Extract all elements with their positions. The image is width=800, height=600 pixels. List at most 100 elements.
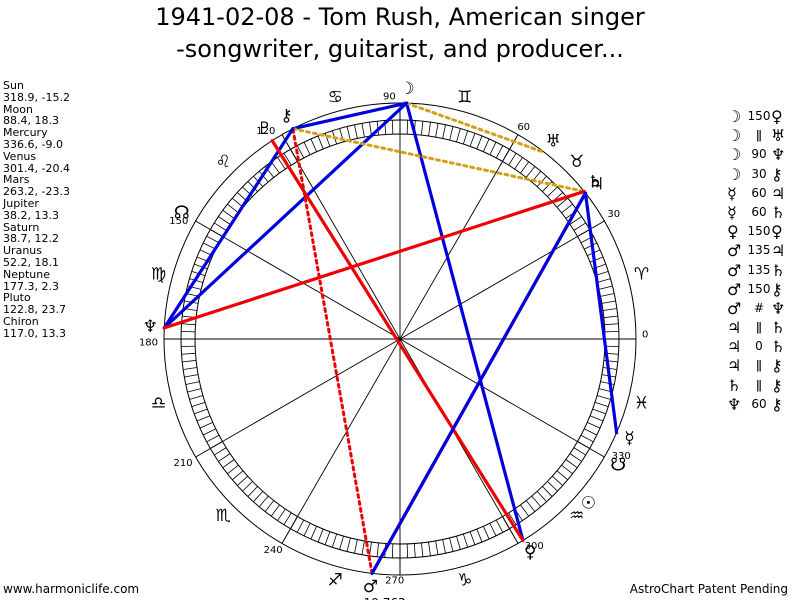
degree-tick (227, 464, 239, 475)
aspect-planet-2: ♄ (771, 202, 786, 222)
aspect-line (291, 127, 374, 575)
degree-tick (346, 126, 351, 141)
degree-tick (413, 543, 416, 558)
footer-website[interactable]: www.harmoniclife.com (3, 582, 140, 596)
planet-position-values: 336.6, -9.0 (3, 137, 63, 151)
planet-position-values: 301.4, -20.4 (3, 161, 70, 175)
degree-label: 0 (642, 329, 648, 340)
degree-tick (489, 141, 497, 155)
degree-tick (604, 323, 619, 326)
aspect-type: ǁ (756, 128, 762, 143)
degree-tick (435, 123, 439, 138)
degree-tick (296, 145, 305, 159)
aspect-row: ♃ 0 ♄ (727, 337, 791, 356)
degree-tick (592, 408, 606, 415)
planet-icon: ☿ (624, 428, 634, 448)
degree-tick (547, 186, 558, 197)
aspect-type: 150 (747, 224, 771, 239)
planet-positions-list: Sun 318.9, -15.2 Moon 88.4, 18.3 Mercury 336.… (3, 80, 70, 340)
degree-tick (317, 528, 324, 543)
zodiac-sign-icon: ♍ (151, 264, 166, 284)
degree-tick (442, 539, 446, 554)
planet-icon: ♆ (143, 317, 158, 337)
degree-tick (596, 278, 611, 283)
aspect-type: 135 (747, 262, 771, 277)
aspect-row: ♂ 150 ⚷ (727, 280, 791, 299)
aspect-row: ☽ 30 ⚷ (727, 165, 791, 184)
aspect-planet-2: ♄ (771, 260, 786, 280)
degree-tick (542, 181, 553, 192)
degree-tick (346, 537, 351, 552)
aspect-row: ♂ # ♆ (727, 299, 791, 318)
aspect-planet-1: ☿ (727, 202, 737, 222)
degree-tick (462, 533, 469, 548)
degree-tick (270, 504, 280, 517)
degree-tick (183, 367, 198, 370)
aspect-planet-2: ♆ (771, 298, 786, 318)
aspect-planet-2: ♄ (771, 318, 786, 338)
planet-position-values: 122.8, 23.7 (3, 303, 66, 317)
zodiac-sign-icon: ♉ (569, 152, 584, 172)
planet-name: Pluto (3, 291, 31, 305)
aspect-type: 60 (751, 204, 767, 219)
degree-tick (602, 367, 617, 370)
degree-tick (236, 475, 248, 486)
degree-tick (283, 153, 292, 166)
aspect-line (405, 101, 547, 155)
planet-icon: ♄ (587, 173, 602, 193)
zodiac-sign-icon: ♌ (216, 152, 231, 172)
aspect-row: ♀ 150 ♀ (727, 222, 791, 241)
degree-tick (561, 203, 573, 214)
degree-tick (296, 519, 305, 533)
planet-icon: ♂ (363, 577, 378, 597)
aspect-row: ♃ ǁ ⚷ (727, 356, 791, 375)
planet-name: Uranus (3, 244, 42, 258)
degree-tick (565, 459, 578, 469)
degree-tick (598, 285, 613, 290)
degree-tick (214, 222, 227, 231)
degree-tick (556, 470, 569, 481)
aspect-planet-1: ☽ (727, 126, 742, 146)
aspect-planet-1: ☽ (727, 164, 742, 184)
degree-tick (324, 531, 331, 545)
degree-label: 240 (264, 545, 283, 556)
aspect-planet-2: ⚷ (771, 394, 783, 414)
aspect-type: 60 (751, 185, 767, 200)
degree-tick (561, 464, 573, 475)
degree-label: 120 (256, 126, 275, 137)
chart-title-line-2: -songwriter, guitarist, and producer... (176, 35, 624, 63)
degree-tick (449, 537, 454, 552)
degree-tick (495, 145, 504, 159)
degree-tick (189, 395, 204, 400)
degree-tick (525, 500, 536, 512)
degree-tick (206, 235, 220, 244)
degree-label: 270 (385, 575, 404, 586)
degree-tick (547, 481, 558, 492)
degree-tick (283, 512, 292, 525)
degree-label: 30 (607, 209, 620, 220)
aspect-row: ♃ ǁ ♄ (727, 318, 791, 337)
degree-tick (376, 542, 379, 557)
degree-tick (589, 256, 604, 263)
degree-tick (428, 541, 431, 556)
aspect-planet-2: ♃ (771, 183, 786, 203)
lunar-node-icon: ☋ (610, 455, 626, 476)
degree-tick (277, 508, 286, 521)
aspect-type: # (753, 300, 765, 315)
degree-tick (242, 481, 253, 492)
degree-tick (600, 293, 615, 297)
degree-tick (435, 540, 439, 555)
degree-tick (185, 381, 200, 385)
degree-tick (231, 197, 244, 208)
degree-tick (361, 123, 365, 138)
planet-position-values: 52.2, 18.1 (3, 255, 59, 269)
zodiac-sign-icon: ♊ (457, 88, 472, 108)
planet-position-values: 88.4, 18.3 (3, 114, 59, 128)
lunar-node-icon: ☊ (174, 203, 190, 224)
aspect-row: ☽ 90 ♆ (727, 145, 791, 164)
degree-tick (603, 315, 618, 318)
degree-tick (206, 434, 220, 443)
zodiac-sign-icon: ♋ (328, 88, 343, 108)
planet-position-values: 117.0, 13.3 (3, 326, 66, 340)
zodiac-sign-icon: ♓ (634, 394, 649, 414)
